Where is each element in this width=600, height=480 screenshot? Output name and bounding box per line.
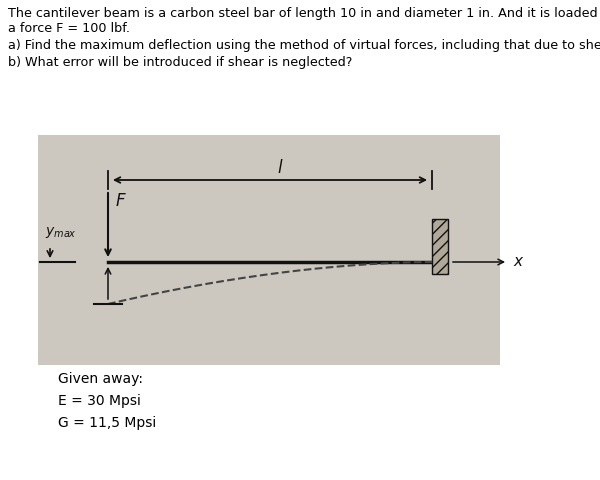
Text: $x$: $x$ [513,253,524,268]
Text: G = 11,5 Mpsi: G = 11,5 Mpsi [58,416,156,430]
Text: $y_{max}$: $y_{max}$ [45,225,77,240]
Text: Given away:: Given away: [58,372,143,386]
Text: E = 30 Mpsi: E = 30 Mpsi [58,394,141,408]
Text: a) Find the maximum deflection using the method of virtual forces, including tha: a) Find the maximum deflection using the… [8,39,600,52]
Text: a force F = 100 lbf.: a force F = 100 lbf. [8,22,130,35]
Bar [38,135,500,365]
Text: $F$: $F$ [115,192,127,210]
Bar [432,219,448,274]
Text: The cantilever beam is a carbon steel bar of length 10 in and diameter 1 in. And: The cantilever beam is a carbon steel ba… [8,7,600,20]
Text: b) What error will be introduced if shear is neglected?: b) What error will be introduced if shea… [8,56,352,69]
Text: $l$: $l$ [277,159,283,177]
